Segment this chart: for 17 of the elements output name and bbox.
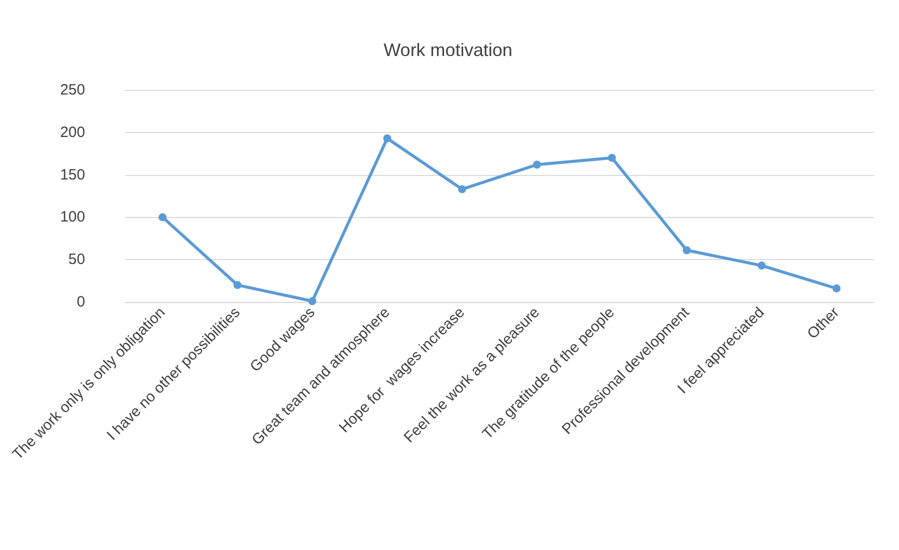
point bbox=[533, 160, 541, 169]
y-tick-label: 200 bbox=[60, 124, 86, 141]
point bbox=[832, 284, 841, 292]
point bbox=[458, 185, 466, 194]
chart-title: Work motivation bbox=[384, 40, 512, 60]
y-tick-label: 100 bbox=[60, 208, 86, 226]
y-tick-label: 150 bbox=[60, 166, 86, 184]
y-tick-label: 50 bbox=[68, 251, 86, 268]
y-tick-label: 0 bbox=[76, 294, 86, 310]
point bbox=[758, 262, 766, 270]
point bbox=[608, 154, 616, 162]
point bbox=[682, 246, 691, 254]
point bbox=[383, 134, 392, 142]
y-tick-label: 250 bbox=[60, 82, 86, 98]
point bbox=[233, 281, 242, 290]
point bbox=[158, 213, 167, 222]
point bbox=[308, 297, 316, 306]
